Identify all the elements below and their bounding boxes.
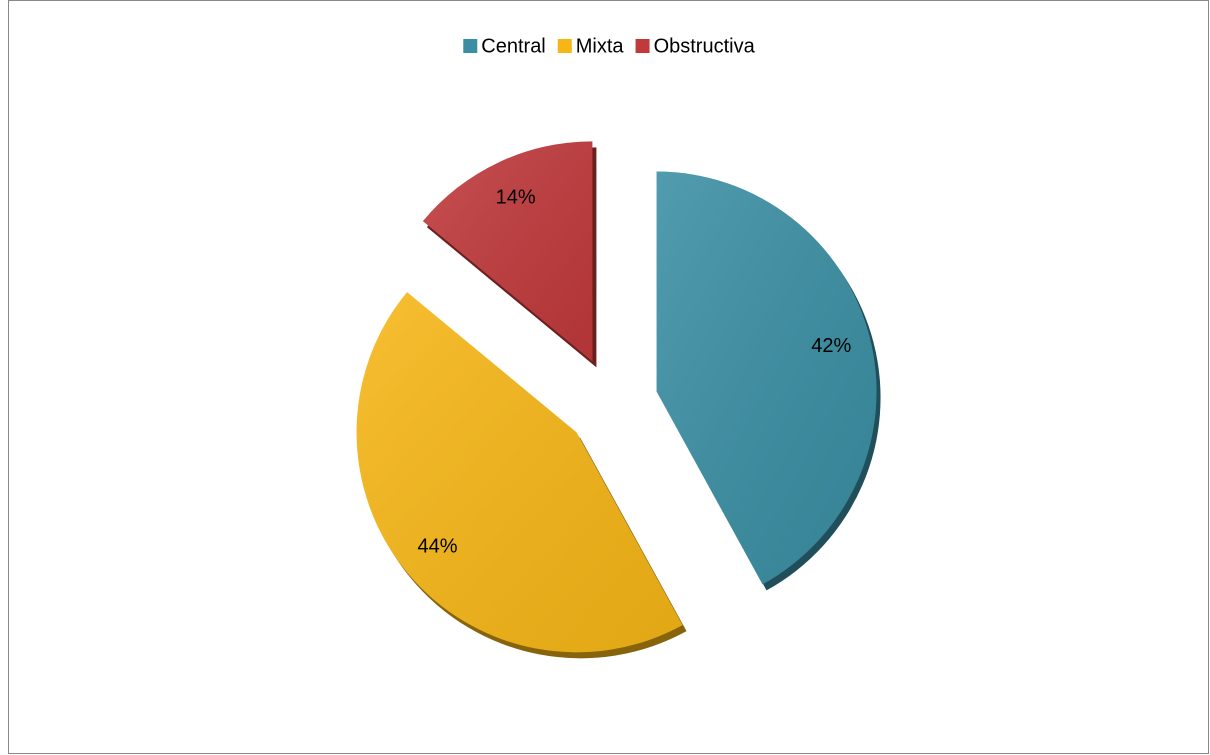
data-label: 42% (811, 335, 851, 357)
legend-label: Obstructiva (654, 35, 756, 57)
data-label: 14% (496, 186, 536, 208)
legend-swatch (463, 39, 478, 53)
legend-swatch (557, 39, 572, 53)
legend-swatch (635, 39, 650, 53)
slice-shade (422, 141, 593, 362)
legend-label: Central (481, 35, 545, 57)
slice-shade (656, 171, 877, 585)
slice-shade (356, 292, 683, 653)
legend-label: Mixta (576, 35, 625, 57)
data-label: 44% (418, 536, 458, 558)
